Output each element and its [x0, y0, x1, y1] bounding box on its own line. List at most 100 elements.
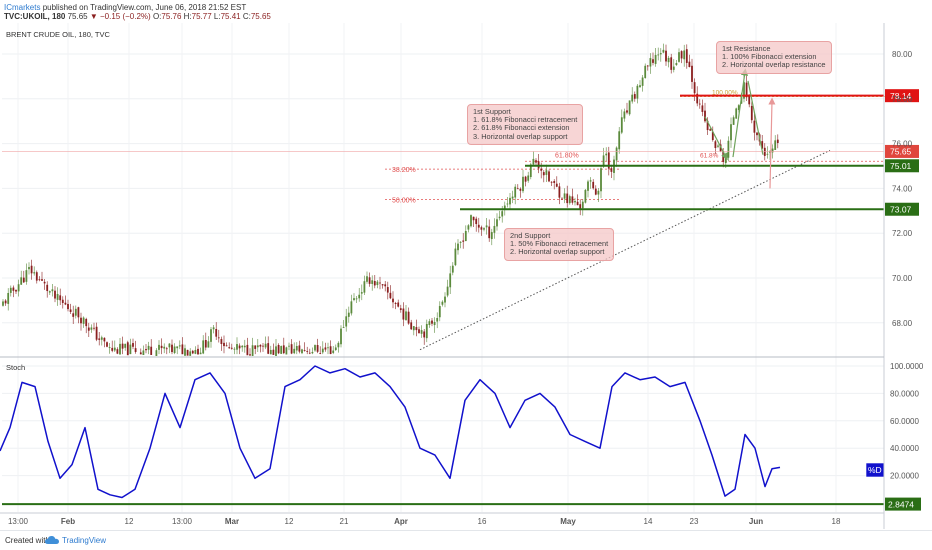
down-candle: [462, 240, 465, 242]
up-candle: [563, 193, 566, 199]
up-candle: [210, 329, 212, 342]
up-candle: [412, 326, 415, 331]
annotation-1st-support[interactable]: 1st Support 1. 61.8% Fibonacci retraceme…: [467, 104, 584, 145]
down-candle: [368, 277, 371, 284]
down-candle: [745, 82, 748, 98]
up-candle: [301, 349, 303, 354]
low-value: 75.41: [220, 12, 241, 21]
publisher-link[interactable]: ICmarkets: [4, 3, 41, 12]
down-candle: [592, 181, 595, 189]
up-candle: [433, 321, 436, 326]
down-candle: [516, 188, 519, 190]
low-label: L:: [213, 12, 221, 21]
tradingview-brand-link[interactable]: TradingView: [62, 536, 107, 545]
down-candle: [223, 342, 225, 347]
down-candle: [43, 281, 46, 284]
up-candle: [436, 318, 439, 322]
arrows-layer: [704, 68, 776, 189]
last-price-badge-text: 75.65: [890, 147, 912, 157]
up-candle: [199, 352, 202, 355]
up-candle: [457, 243, 459, 251]
stoch-layer: 2.8474 %D: [0, 365, 921, 511]
up-candle: [459, 241, 462, 243]
chart-canvas[interactable]: BRENT CRUDE OIL, 180, TVC Stoch 38.20% 50…: [0, 0, 932, 530]
down-candle: [571, 196, 574, 203]
down-candle: [540, 168, 543, 171]
up-candle: [615, 147, 618, 161]
ann-line: 1st Resistance: [722, 44, 771, 53]
stoch-tick-label: 40.0000: [890, 444, 919, 453]
down-candle: [186, 349, 189, 356]
up-candle: [168, 343, 171, 348]
down-candle: [259, 344, 262, 347]
down-candle: [763, 147, 766, 156]
up-candle: [340, 328, 342, 345]
time-tick-label: 16: [478, 517, 487, 526]
up-candle: [202, 340, 205, 354]
time-tick-label: 14: [644, 517, 653, 526]
time-tick-label: 18: [832, 517, 841, 526]
down-candle: [132, 343, 134, 347]
down-candle: [98, 338, 101, 340]
publish-info: ICmarkets published on TradingView.com, …: [4, 3, 246, 12]
footer: Created with TradingView: [0, 530, 932, 550]
up-candle: [605, 153, 608, 156]
instrument-label: BRENT CRUDE OIL, 180, TVC: [6, 30, 111, 39]
open-value: 75.76: [161, 12, 182, 21]
down-candle: [696, 93, 699, 104]
down-candle: [714, 141, 717, 148]
up-candle: [737, 105, 740, 111]
down-candle: [761, 141, 764, 149]
up-candle: [623, 111, 626, 119]
price-tick-label: 72.00: [892, 229, 913, 238]
support-2-price-badge: [885, 202, 919, 216]
down-candle: [680, 51, 683, 59]
up-candle: [602, 155, 605, 167]
up-candle: [467, 225, 470, 230]
down-candle: [423, 331, 426, 338]
up-candle: [251, 345, 254, 356]
time-tick-label: 12: [285, 517, 294, 526]
down-candle: [542, 172, 545, 176]
up-candle: [631, 94, 634, 102]
gridlines: [2, 23, 884, 512]
up-candle: [441, 301, 444, 305]
down-candle: [272, 349, 275, 355]
down-candle: [555, 183, 558, 187]
up-candle: [641, 77, 644, 86]
high-label: H:: [183, 12, 192, 21]
up-candle: [82, 317, 85, 324]
tradingview-cloud-icon: [45, 536, 59, 544]
up-candle: [355, 298, 358, 300]
annotation-2nd-support[interactable]: 2nd Support 1. 50% Fibonacci retracement…: [504, 228, 615, 261]
symbol-label: TVC:UKOIL, 180: [4, 12, 66, 21]
annotation-1st-resistance[interactable]: 1st Resistance 1. 100% Fibonacci extensi…: [716, 41, 832, 74]
stoch-baseline-badge: [885, 497, 921, 511]
up-candle: [568, 196, 571, 204]
up-candle: [717, 145, 719, 147]
up-candle: [581, 201, 584, 209]
price-tick-label: 80.00: [892, 50, 913, 59]
down-candle: [93, 327, 95, 329]
down-candle: [386, 287, 389, 293]
stoch-tick-label: 60.0000: [890, 417, 919, 426]
down-candle: [594, 188, 597, 195]
down-candle: [706, 120, 709, 131]
down-candle: [553, 181, 556, 183]
up-candle: [485, 225, 488, 228]
down-candle: [415, 327, 418, 331]
fib-ext-arrow-down: [704, 116, 728, 161]
up-candle: [20, 277, 23, 285]
down-candle: [72, 313, 75, 317]
up-candle: [498, 216, 501, 219]
up-candle: [163, 346, 166, 349]
up-candle: [142, 350, 145, 355]
up-candle: [644, 65, 647, 78]
down-candle: [381, 284, 384, 286]
down-candle: [225, 345, 228, 347]
candles-layer: [2, 43, 779, 356]
time-tick-label: 12: [125, 517, 134, 526]
resistance-price-badge-text: 78.14: [890, 91, 912, 101]
down-candle: [298, 345, 301, 352]
price-change: −0.15 (−0.2%): [100, 12, 151, 21]
